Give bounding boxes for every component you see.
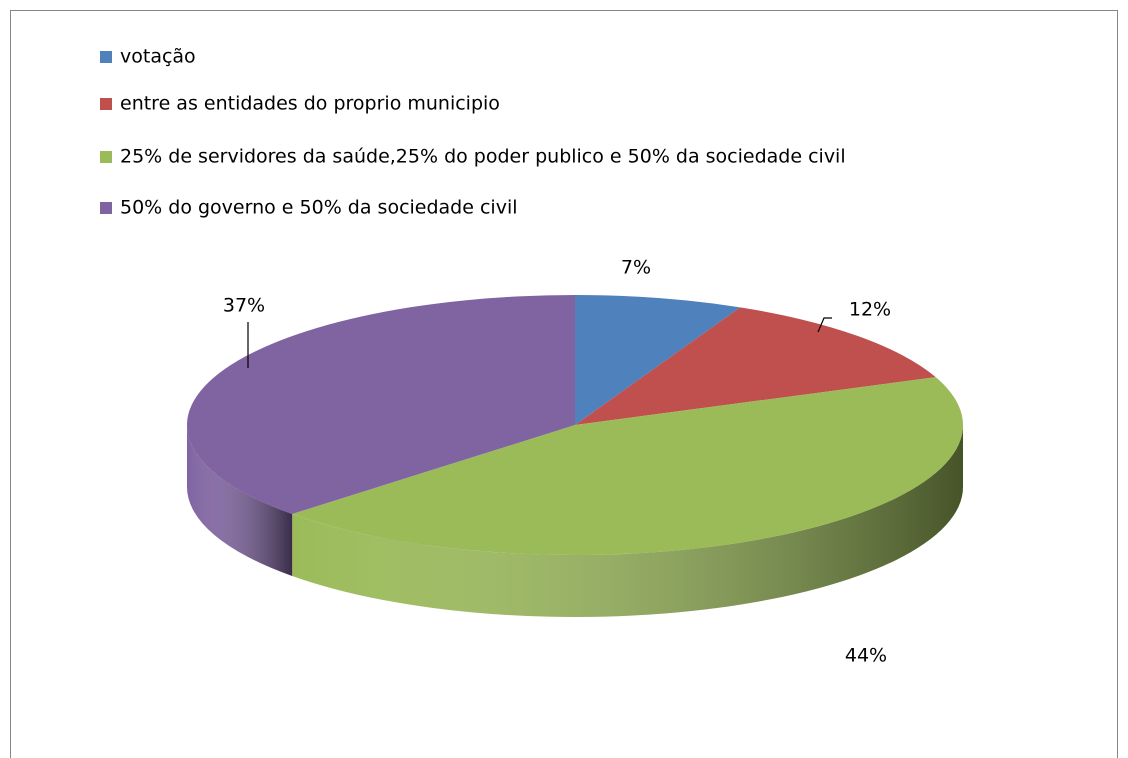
legend-swatch: [100, 202, 112, 214]
slice: [575, 295, 741, 425]
slice-side-shade: [292, 425, 964, 618]
data-label: 12%: [849, 299, 891, 321]
legend-swatch: [100, 151, 112, 163]
legend: votação entre as entidades do proprio mun…: [100, 46, 846, 219]
legend-label: 50% do governo e 50% da sociedade civil: [120, 197, 518, 219]
slice: [292, 377, 964, 556]
data-label: 44%: [845, 645, 887, 667]
data-label: 7%: [621, 257, 651, 279]
legend-swatch: [100, 51, 112, 63]
leader-line: [817, 317, 832, 333]
slice-side-shade: [187, 425, 293, 576]
slice: [575, 307, 936, 425]
legend-label: votação: [120, 46, 196, 68]
pie: [186, 295, 964, 618]
data-label: 37%: [223, 295, 265, 317]
slice: [186, 295, 575, 514]
legend-label: entre as entidades do proprio municipio: [120, 93, 500, 115]
data-labels: 7% 12% 44% 37%: [223, 257, 891, 667]
legend-swatch: [100, 98, 112, 110]
legend-label: 25% de servidores da saúde,25% do poder …: [120, 146, 846, 168]
